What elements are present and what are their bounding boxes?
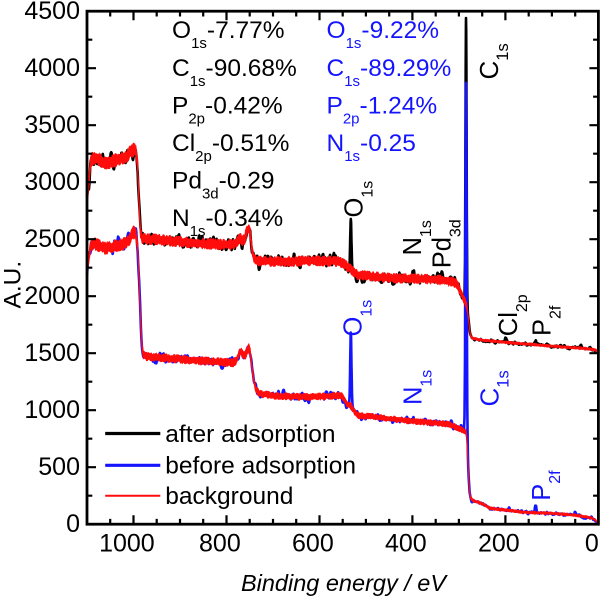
svg-text:400: 400 bbox=[385, 529, 427, 557]
svg-text:4500: 4500 bbox=[24, 0, 80, 25]
svg-text:2000: 2000 bbox=[24, 282, 80, 310]
svg-text:2500: 2500 bbox=[24, 225, 80, 253]
svg-text:500: 500 bbox=[38, 453, 80, 481]
svg-text:1000: 1000 bbox=[24, 396, 80, 424]
svg-text:1000: 1000 bbox=[99, 529, 155, 557]
svg-text:before adsorption: before adsorption bbox=[165, 453, 356, 480]
svg-text:3000: 3000 bbox=[24, 168, 80, 196]
svg-text:800: 800 bbox=[199, 529, 241, 557]
svg-text:0: 0 bbox=[66, 510, 80, 538]
svg-text:600: 600 bbox=[292, 529, 334, 557]
svg-text:Binding energy / eV: Binding energy / eV bbox=[241, 570, 448, 596]
svg-text:background: background bbox=[165, 483, 293, 510]
svg-text:A.U.: A.U. bbox=[0, 261, 27, 309]
svg-text:200: 200 bbox=[478, 529, 520, 557]
svg-text:after adsorption: after adsorption bbox=[165, 421, 335, 448]
svg-text:0: 0 bbox=[585, 529, 599, 557]
svg-text:4000: 4000 bbox=[24, 54, 80, 82]
svg-text:3500: 3500 bbox=[24, 111, 80, 139]
svg-text:1500: 1500 bbox=[24, 339, 80, 367]
